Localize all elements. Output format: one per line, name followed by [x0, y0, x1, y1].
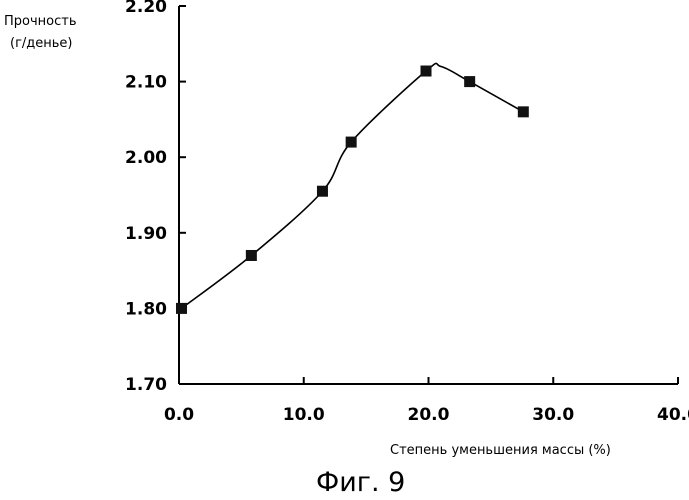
data-point-marker: [246, 250, 257, 261]
y-axis-label-line2: (г/денье): [10, 36, 73, 51]
data-point-marker: [176, 303, 187, 314]
data-markers: [176, 66, 529, 314]
x-axis-label: Степень уменьшения массы (%): [390, 443, 611, 458]
data-point-marker: [317, 186, 328, 197]
y-tick-label: 1.70: [125, 375, 167, 395]
y-tick-label: 1.80: [125, 299, 167, 319]
series-line: [181, 63, 523, 308]
x-tick-label: 40.0: [657, 405, 689, 425]
y-axis: 1.70 1.80 1.90 2.00 2.10 2.20: [125, 0, 186, 395]
data-point-marker: [464, 76, 475, 87]
data-point-marker: [421, 66, 432, 77]
y-tick-label: 1.90: [125, 224, 167, 244]
data-point-marker: [518, 106, 529, 117]
strength-chart: 1.70 1.80 1.90 2.00 2.10 2.20 0.0 10.0 20.0 30.0…: [0, 0, 689, 500]
y-axis-label-line1: Прочность: [4, 14, 77, 29]
data-point-marker: [346, 137, 357, 148]
x-tick-label: 0.0: [164, 405, 194, 425]
y-ticks: 1.70 1.80 1.90 2.00 2.10 2.20: [125, 0, 186, 395]
x-tick-label: 20.0: [408, 405, 450, 425]
y-tick-label: 2.00: [125, 148, 167, 168]
x-tick-label: 10.0: [283, 405, 325, 425]
figure-caption: Фиг. 9: [316, 467, 405, 498]
x-axis: 0.0 10.0 20.0 30.0 40.0: [164, 377, 689, 425]
y-tick-label: 2.20: [125, 0, 167, 17]
y-tick-label: 2.10: [125, 73, 167, 93]
x-tick-label: 30.0: [532, 405, 574, 425]
